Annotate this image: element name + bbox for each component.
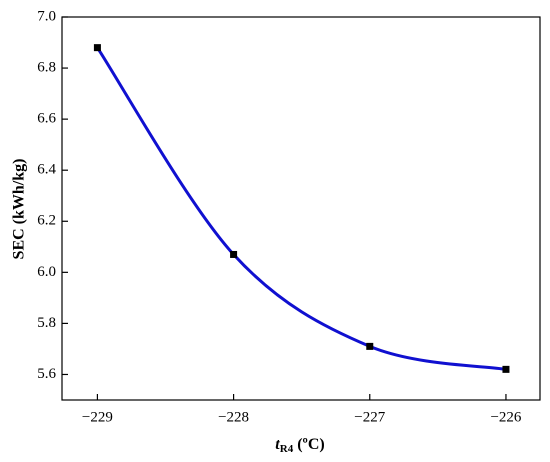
point-marker: [93, 44, 101, 52]
x-tick-label: −228: [218, 409, 249, 425]
x-label-var: t: [275, 436, 280, 453]
y-tick-label: 7.0: [37, 8, 56, 24]
y-tick-label: 6.0: [37, 264, 56, 280]
x-label-sub: R4: [280, 443, 294, 455]
y-tick-label: 6.8: [37, 60, 56, 76]
point-marker: [502, 365, 510, 373]
y-tick-label: 5.6: [37, 366, 56, 382]
y-tick-label: 6.4: [37, 162, 56, 178]
x-axis-label: tR4 (ºC): [275, 436, 324, 455]
plot-frame: [61, 16, 541, 401]
x-tick-label: −227: [354, 409, 385, 425]
y-tick-label: 6.6: [37, 111, 56, 127]
point-marker: [230, 250, 238, 258]
y-axis-label: SEC (kWh/kg): [11, 159, 28, 260]
x-tick-label: −226: [490, 409, 521, 425]
y-tick-label: 5.8: [37, 315, 56, 331]
x-label-unit: (ºC): [297, 436, 325, 453]
series-line: [96, 46, 507, 371]
point-marker: [366, 342, 374, 350]
y-tick-label: 6.2: [37, 213, 56, 229]
x-tick-label: −229: [82, 409, 113, 425]
